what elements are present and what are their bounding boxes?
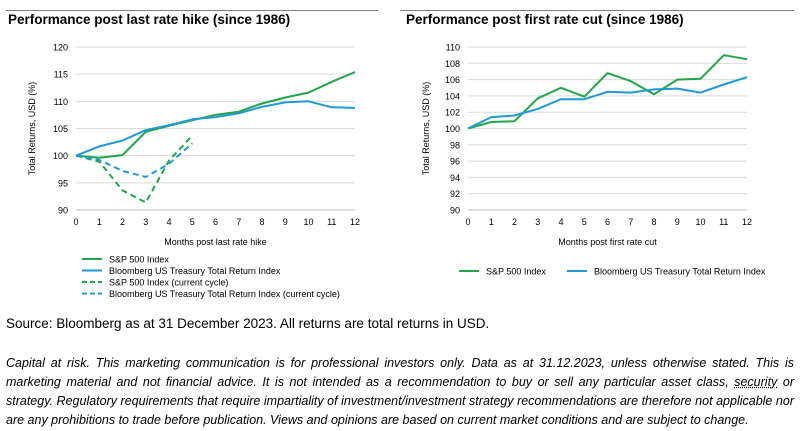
x-tick-label: 12 xyxy=(742,217,752,227)
y-tick-label: 120 xyxy=(53,43,68,53)
x-tick-label: 11 xyxy=(719,217,728,227)
x-tick-label: 12 xyxy=(350,217,360,227)
x-tick-label: 4 xyxy=(166,217,171,227)
y-tick-label: 115 xyxy=(54,70,68,80)
x-tick-label: 8 xyxy=(651,217,656,227)
y-tick-label: 106 xyxy=(445,75,460,85)
y-tick-label: 94 xyxy=(450,173,460,183)
series-line-0 xyxy=(75,71,356,159)
x-tick-label: 0 xyxy=(465,217,470,227)
y-tick-label: 108 xyxy=(445,59,460,69)
x-tick-label: 4 xyxy=(558,217,563,227)
y-tick-label: 90 xyxy=(450,206,460,216)
x-tick-label: 0 xyxy=(73,217,78,227)
y-tick-label: 92 xyxy=(450,189,460,199)
source-note: Source: Bloomberg as at 31 December 2023… xyxy=(6,316,490,331)
x-tick-label: 6 xyxy=(213,217,218,227)
x-tick-label: 7 xyxy=(628,217,633,227)
y-tick-label: 98 xyxy=(450,140,460,150)
disclaimer-text: or strategy. Regulatory requirements tha… xyxy=(6,375,794,427)
top-rule xyxy=(400,10,794,11)
y-tick-label: 95 xyxy=(58,178,68,188)
x-tick-label: 6 xyxy=(605,217,610,227)
series-line-1 xyxy=(75,100,356,157)
x-tick-label: 1 xyxy=(97,217,102,227)
disclaimer-link-text: security xyxy=(734,375,778,389)
legend-label: Bloomberg US Treasury Total Return Index xyxy=(594,267,766,277)
legend-label: Bloomberg US Treasury Total Return Index… xyxy=(109,289,340,299)
y-tick-label: 100 xyxy=(445,124,460,134)
disclaimer: Capital at risk. This marketing communic… xyxy=(6,354,794,430)
y-tick-label: 102 xyxy=(445,108,460,118)
y-axis-title: Total Returns, USD (%) xyxy=(27,82,37,176)
x-tick-label: 11 xyxy=(327,217,336,227)
legend-label: S&P 500 Index xyxy=(486,267,546,277)
y-axis-title: Total Returns, USD (%) xyxy=(421,82,431,176)
x-tick-label: 5 xyxy=(190,217,195,227)
y-tick-label: 96 xyxy=(450,157,460,167)
chart-title: Performance post first rate cut (since 1… xyxy=(406,12,684,27)
x-tick-label: 2 xyxy=(512,217,517,227)
x-tick-label: 9 xyxy=(283,217,288,227)
disclaimer-text: Capital at risk. This marketing communic… xyxy=(6,356,794,389)
x-tick-label: 9 xyxy=(675,217,680,227)
y-tick-label: 90 xyxy=(58,206,68,216)
x-tick-label: 8 xyxy=(259,217,264,227)
legend-label: S&P 500 Index (current cycle) xyxy=(109,278,228,288)
series-line-2 xyxy=(75,134,194,204)
y-tick-label: 110 xyxy=(54,97,68,107)
x-tick-label: 10 xyxy=(303,217,313,227)
top-rule xyxy=(6,10,378,11)
x-tick-label: 1 xyxy=(489,217,494,227)
legend-label: Bloomberg US Treasury Total Return Index xyxy=(109,266,281,276)
y-tick-label: 110 xyxy=(446,43,460,53)
x-tick-label: 3 xyxy=(535,217,540,227)
y-tick-label: 104 xyxy=(445,91,460,101)
chart-right: Performance post first rate cut (since 1… xyxy=(396,0,800,305)
x-axis-title: Months post last rate hike xyxy=(164,237,267,247)
x-tick-label: 2 xyxy=(120,217,125,227)
y-tick-label: 105 xyxy=(53,124,68,134)
series-line-3 xyxy=(75,142,193,178)
x-tick-label: 7 xyxy=(236,217,241,227)
series-line-0 xyxy=(467,54,748,130)
x-tick-label: 3 xyxy=(143,217,148,227)
y-tick-label: 100 xyxy=(53,151,68,161)
chart-left: Performance post last rate hike (since 1… xyxy=(0,0,390,305)
x-axis-title: Months post first rate cut xyxy=(558,237,657,247)
x-tick-label: 10 xyxy=(695,217,705,227)
x-tick-label: 5 xyxy=(582,217,587,227)
series-line-1 xyxy=(467,76,748,130)
legend-label: S&P 500 Index xyxy=(109,255,169,265)
chart-title: Performance post last rate hike (since 1… xyxy=(8,12,291,27)
